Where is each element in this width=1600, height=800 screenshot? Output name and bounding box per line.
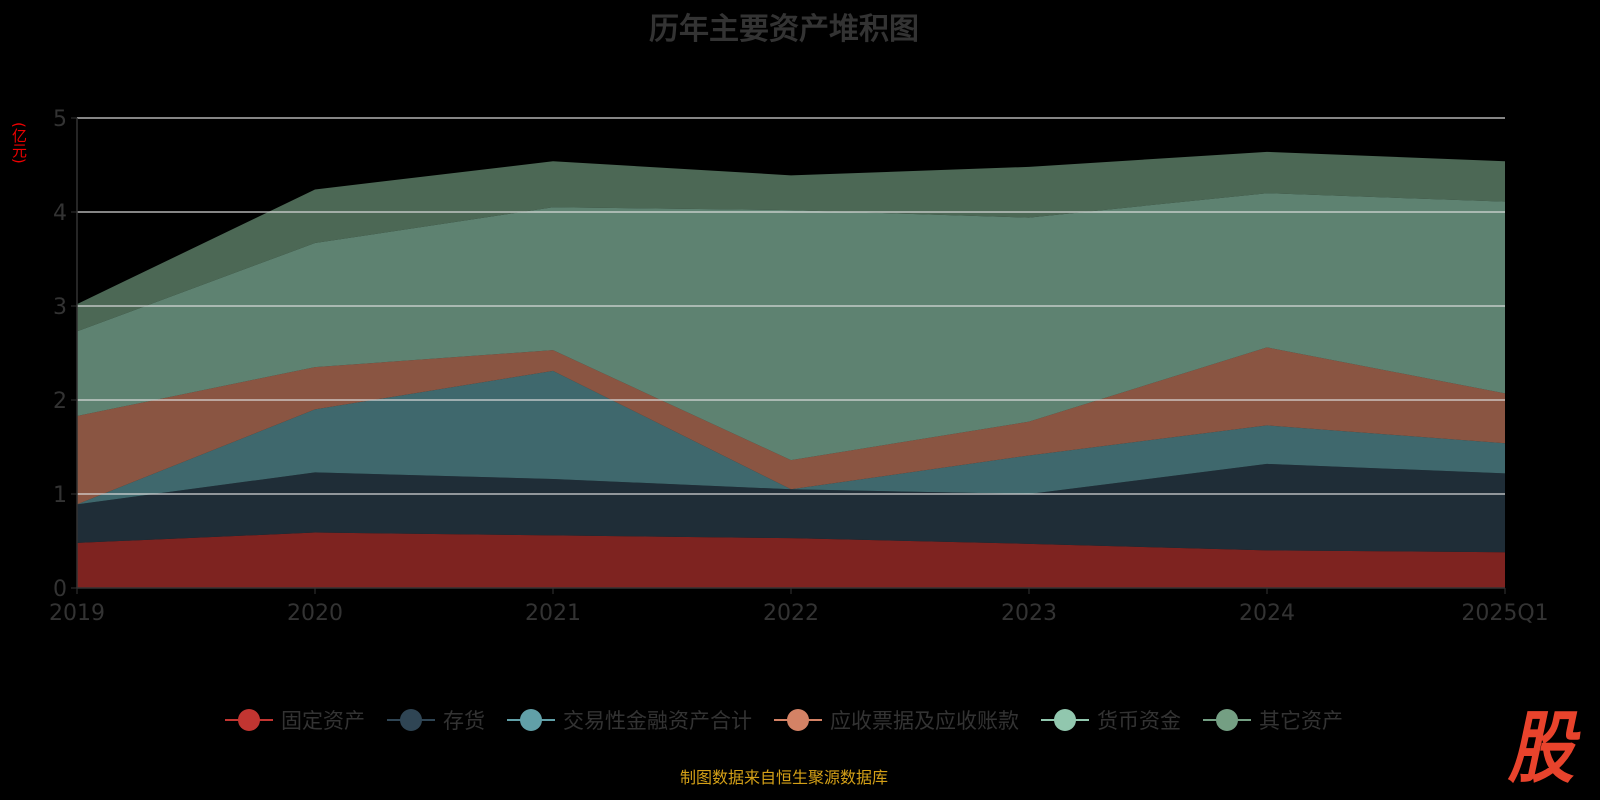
area-series-3 (77, 347, 1505, 505)
legend-label: 应收票据及应收账款 (830, 709, 1019, 733)
y-axis-unit: (亿元) (10, 122, 28, 164)
logo: 股 (1507, 704, 1575, 794)
legend-marker-icon (507, 708, 555, 732)
legend-marker-icon (225, 708, 273, 732)
area-series-5 (77, 151, 1505, 332)
legend-label: 其它资产 (1259, 709, 1343, 733)
x-tick-label: 2022 (763, 601, 819, 626)
legend-item[interactable]: 固定资产 (225, 705, 365, 735)
legend-marker-icon (387, 708, 435, 732)
legend-item[interactable]: 应收票据及应收账款 (774, 705, 1019, 735)
legend-item[interactable]: 存货 (387, 705, 485, 735)
legend-label: 存货 (443, 709, 485, 733)
legend: 固定资产 存货 交易性金融资产合计 应收票据及应收账款 货币资金 其它资产 (0, 705, 1568, 735)
legend-item[interactable]: 其它资产 (1203, 705, 1343, 735)
legend-marker-icon (1203, 708, 1251, 732)
area-series-0 (77, 532, 1505, 588)
y-tick-label: 1 (53, 483, 67, 508)
chart-title: 历年主要资产堆积图 (649, 12, 919, 47)
legend-item[interactable]: 交易性金融资产合计 (507, 705, 752, 735)
data-source-note: 制图数据来自恒生聚源数据库 (679, 768, 888, 787)
legend-marker-icon (1041, 708, 1089, 732)
y-tick-label: 3 (53, 295, 67, 320)
y-tick-label: 4 (53, 201, 67, 226)
x-tick-label: 2019 (49, 601, 105, 626)
legend-label: 货币资金 (1097, 709, 1181, 733)
y-tick-label: 0 (53, 577, 67, 602)
area-series-4 (77, 193, 1505, 461)
legend-marker-icon (774, 708, 822, 732)
x-tick-label: 2025Q1 (1461, 601, 1548, 626)
x-tick-label: 2024 (1239, 601, 1295, 626)
legend-label: 交易性金融资产合计 (563, 709, 752, 733)
area-series-2 (77, 370, 1505, 505)
area-series-1 (77, 463, 1505, 553)
x-tick-label: 2023 (1001, 601, 1057, 626)
x-tick-label: 2020 (287, 601, 343, 626)
x-tick-label: 2021 (525, 601, 581, 626)
y-tick-label: 5 (53, 107, 67, 132)
y-tick-label: 2 (53, 389, 67, 414)
legend-item[interactable]: 货币资金 (1041, 705, 1181, 735)
legend-label: 固定资产 (281, 709, 365, 733)
